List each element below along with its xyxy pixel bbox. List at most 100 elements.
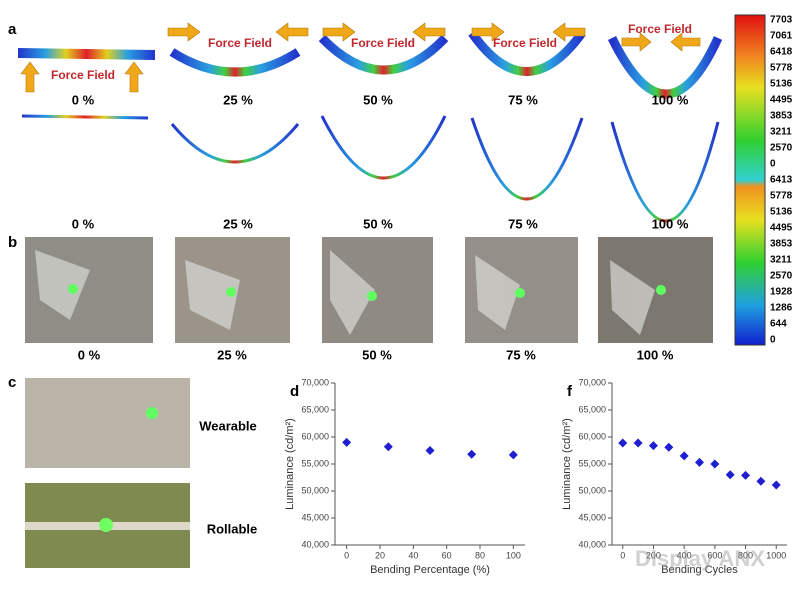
strip: [318, 34, 449, 75]
y-tick-label: 60,000: [578, 431, 606, 441]
data-point: [695, 457, 704, 467]
y-tick-label: 45,000: [578, 512, 606, 522]
panel-label: f: [567, 383, 573, 400]
panel-label: a: [8, 21, 17, 38]
x-tick-label: 80: [475, 550, 485, 560]
colorbar-label: 6413: [770, 175, 793, 186]
colorbar-label: 4495: [770, 223, 793, 234]
photo-detail: [146, 407, 158, 419]
percent-label: 50 %: [362, 347, 392, 362]
y-tick-label: 50,000: [578, 485, 606, 495]
strip: [610, 121, 720, 223]
percent-label: 50 %: [363, 216, 393, 231]
colorbar-label: 0: [770, 159, 776, 170]
force-field-label: Force Field: [208, 36, 272, 50]
panel-label: d: [290, 383, 299, 400]
charts: 40,000 45,000 50,000 55,000 60,000 65,000 70,0…: [284, 377, 787, 576]
data-point: [383, 442, 393, 452]
strip: [468, 30, 586, 76]
percent-label: 75 %: [508, 92, 538, 107]
colorbar-label: 644: [770, 319, 787, 330]
colorbar-label: 1286: [770, 303, 793, 314]
data-point: [664, 442, 674, 452]
y-tick-label: 60,000: [301, 431, 329, 441]
percent-label: 0 %: [78, 347, 101, 362]
data-point: [741, 470, 751, 480]
colorbar-label: 3853: [770, 239, 793, 250]
percent-label: 0 %: [72, 216, 95, 231]
data-point: [425, 446, 435, 455]
panel-label: b: [8, 234, 17, 251]
force-field-label: Force Field: [628, 22, 692, 36]
data-point: [633, 438, 643, 448]
x-tick-label: 0: [344, 550, 349, 560]
colorbar-label: 7061: [770, 31, 793, 42]
percent-label: 25 %: [223, 216, 253, 231]
y-tick-label: 40,000: [301, 539, 329, 549]
y-tick-label: 70,000: [301, 377, 329, 387]
strip: [18, 48, 155, 60]
x-tick-label: 400: [677, 550, 692, 560]
data-point: [756, 476, 766, 486]
data-point: [467, 449, 477, 459]
arrows: [20, 22, 701, 93]
colorbar-label: 5136: [770, 207, 793, 218]
colorbar-label: 3211: [770, 127, 792, 138]
y-tick-label: 40,000: [578, 539, 606, 549]
y-tick-label: 55,000: [301, 458, 329, 468]
photos-b: [25, 237, 713, 343]
photo: [25, 378, 190, 468]
y-tick-label: 70,000: [578, 377, 606, 387]
watermark: Display ANX: [635, 546, 765, 571]
percent-label: 100 %: [637, 347, 674, 362]
strip: [21, 114, 149, 120]
data-point: [648, 441, 658, 451]
photo-label: Rollable: [207, 521, 258, 536]
percent-label: 100 %: [652, 216, 689, 231]
colorbar-labels: 7703 7061 6418 5778 5136 4495 3853 3211 2570 0 641…: [770, 15, 793, 346]
data-point: [771, 480, 781, 490]
data-point: [679, 451, 689, 461]
percent-label: 100 %: [652, 92, 689, 107]
colorbar-label: 1928: [770, 287, 793, 298]
force-field-label: Force Field: [51, 68, 115, 82]
y-tick-label: 45,000: [301, 512, 329, 522]
x-tick-label: 40: [408, 550, 418, 560]
percent-label: 0 %: [72, 92, 95, 107]
percent-label: 75 %: [506, 347, 536, 362]
colorbar-label: 4495: [770, 95, 793, 106]
y-tick-label: 50,000: [301, 485, 329, 495]
strip: [607, 36, 723, 99]
colorbar-label: 5778: [770, 63, 793, 74]
strip: [470, 117, 584, 201]
texts: a b c d f Force Field Force Field Force Field Fo…: [8, 21, 765, 571]
x-tick-label: 200: [646, 550, 661, 560]
data-point: [725, 470, 735, 480]
x-tick-label: 20: [375, 550, 385, 560]
force-field-label: Force Field: [351, 36, 415, 50]
colorbar-label: 3853: [770, 111, 793, 122]
percent-label: 25 %: [223, 92, 253, 107]
photo-label: Wearable: [199, 418, 257, 433]
force-field-label: Force Field: [493, 36, 557, 50]
colorbar-label: 5136: [770, 79, 793, 90]
y-tick-label: 55,000: [578, 458, 606, 468]
photo-detail: [99, 518, 113, 532]
colorbar-label: 7703: [770, 15, 793, 26]
data-point: [710, 459, 720, 469]
x-axis-label: Bending Cycles: [661, 564, 738, 576]
y-axis-label: Luminance (cd/m²): [284, 418, 296, 510]
strips-row2: [21, 114, 720, 223]
x-tick-label: 600: [707, 550, 722, 560]
x-axis-label: Bending Percentage (%): [370, 564, 490, 576]
data-point: [342, 437, 352, 447]
percent-label: 75 %: [508, 216, 538, 231]
colorbar: [734, 14, 766, 346]
strip: [320, 115, 447, 180]
y-tick-label: 65,000: [578, 404, 606, 414]
y-tick-label: 65,000: [301, 404, 329, 414]
colorbar-label: 2570: [770, 271, 793, 282]
strip: [169, 48, 301, 77]
x-tick-label: 1000: [766, 550, 786, 560]
